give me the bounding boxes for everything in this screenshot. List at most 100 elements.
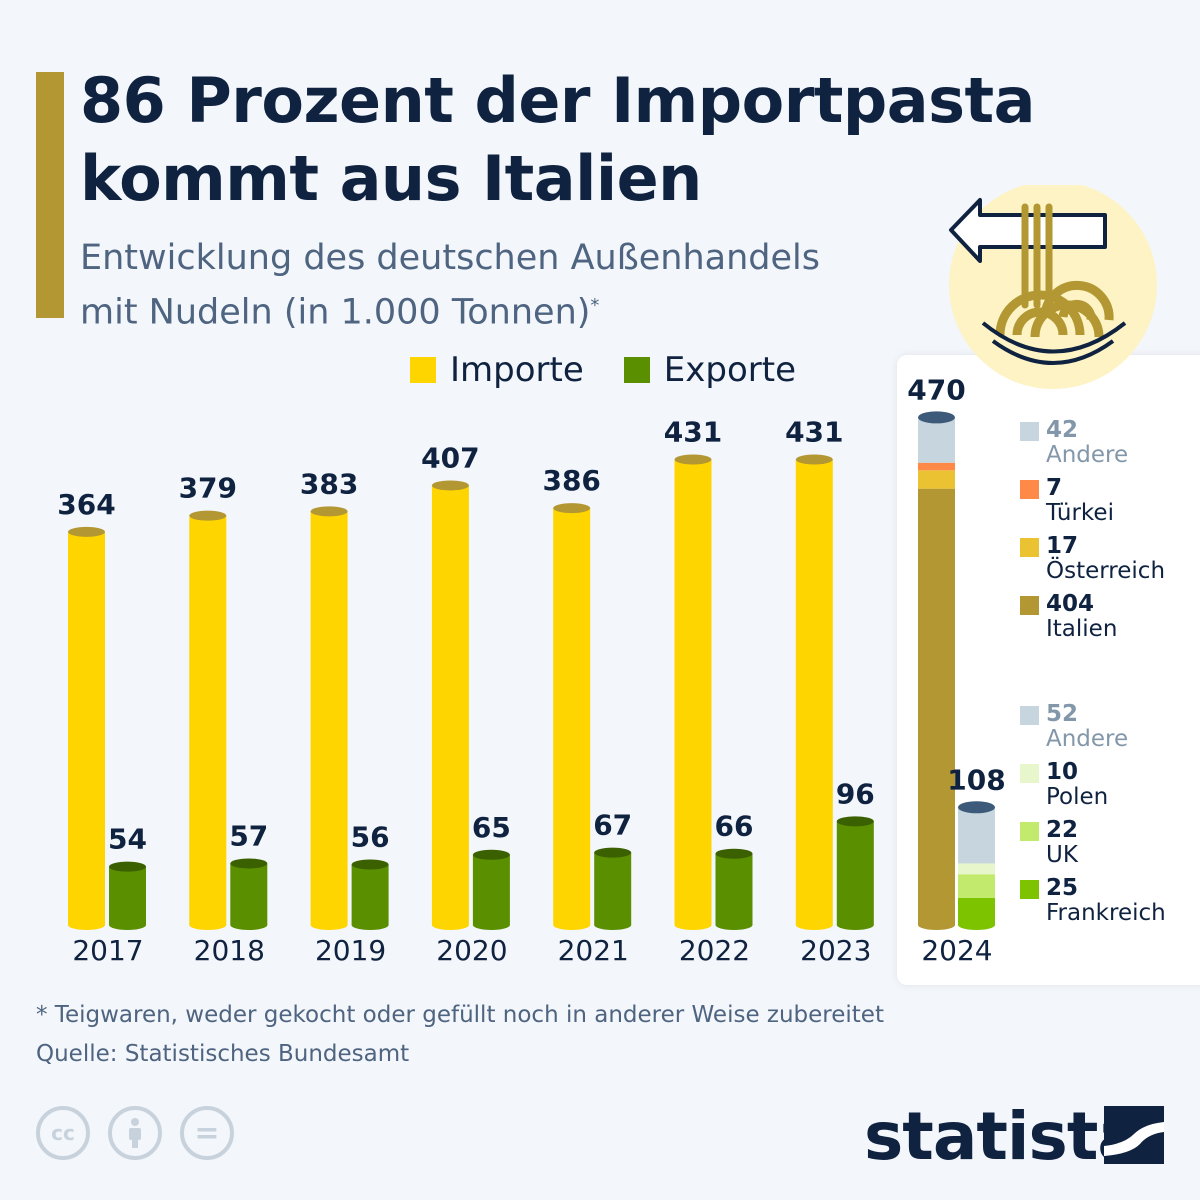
import-stack-2024-segment-italien (918, 488, 955, 925)
attribution-icon[interactable] (108, 1106, 162, 1160)
import-value-2018: 379 (179, 472, 237, 505)
statista-logo-mark (1104, 1106, 1164, 1164)
export-bar-2023-cap (836, 816, 874, 827)
export-value-2019: 56 (351, 821, 390, 854)
value: 404 (1046, 591, 1095, 617)
import-value-2019: 383 (300, 467, 358, 500)
export-stack-2024-total: 108 (947, 763, 1005, 796)
import-value-2023: 431 (785, 416, 843, 449)
export-stack-2024-segment-andere (958, 807, 995, 864)
export-bar-2019-base (351, 920, 389, 930)
import-bar-2018-base (189, 920, 227, 930)
export-value-2017: 54 (108, 823, 147, 856)
swatch (1020, 422, 1039, 441)
import-bar-2020 (431, 485, 469, 925)
swatch (1020, 822, 1039, 841)
export-bar-2020-cap (472, 849, 510, 860)
swatch (1020, 596, 1039, 615)
export-bar-2017-cap (109, 861, 146, 872)
exports-swatch (623, 357, 650, 383)
label: Polen (1046, 784, 1109, 810)
export-bar-2020-base (472, 920, 510, 930)
value: 25 (1046, 875, 1079, 901)
export-bar-2020 (472, 854, 510, 925)
statista-logo[interactable]: statista (864, 1098, 1142, 1175)
import-stack-2024-segment-türkei (918, 462, 955, 471)
export-stack-2024-segment-frankreich (958, 898, 995, 925)
cc-icon[interactable]: cc (36, 1106, 90, 1160)
export-bar-2021-cap (594, 847, 632, 858)
pasta-import-icon (949, 185, 1157, 389)
import-bar-2019-base (310, 920, 348, 930)
import-bar-2018 (189, 515, 227, 925)
export-stack-2024-segment-polen (958, 863, 995, 875)
import-bar-2022 (674, 459, 712, 925)
export-value-2023: 96 (836, 777, 875, 810)
footnote: * Teigwaren, weder gekocht oder gefüllt … (36, 1002, 884, 1028)
label: Andere (1046, 442, 1129, 468)
import-bar-2023 (795, 459, 833, 925)
value: 22 (1046, 817, 1079, 843)
import-value-2020: 407 (421, 441, 479, 474)
subtitle: Entwicklung des deutschen Außenhandels mi… (80, 238, 820, 333)
no-derivatives-icon[interactable]: = (180, 1106, 234, 1160)
import-bar-2017 (68, 531, 105, 925)
legend-imports-label: Importe (450, 350, 584, 390)
import-stack-2024-segment-andere (918, 417, 955, 463)
export-bar-2022-cap (715, 848, 753, 859)
export-bar-2018-cap (230, 858, 268, 869)
export-bar-2018 (230, 863, 268, 925)
year-label-2017: 2017 (72, 934, 143, 967)
export-bar-2017 (109, 866, 146, 925)
value: 7 (1046, 475, 1063, 501)
source: Quelle: Statistisches Bundesamt (36, 1041, 410, 1067)
value: 52 (1046, 701, 1079, 727)
export-value-2021: 67 (593, 809, 632, 842)
import-bar-2019 (310, 511, 348, 925)
accent-bar (36, 72, 64, 318)
export-bar-2023-base (836, 920, 874, 930)
year-label-2023: 2023 (800, 934, 871, 967)
swatch (1020, 538, 1039, 557)
year-label-2018: 2018 (194, 934, 265, 967)
import-bar-2017-base (68, 920, 105, 930)
year-label-2024: 2024 (921, 934, 992, 967)
export-value-2018: 57 (229, 819, 268, 852)
legend-exports: Exporte (623, 350, 796, 390)
import-bar-2018-cap (189, 510, 227, 521)
export-bar-2022-base (715, 920, 753, 930)
value: 17 (1046, 533, 1079, 559)
import-bar-2022-base (674, 920, 712, 930)
export-bar-2019 (351, 864, 389, 925)
import-stack-2024-total: 470 (907, 373, 965, 406)
year-label-2019: 2019 (315, 934, 386, 967)
export-value-2020: 65 (472, 811, 511, 844)
swatch (1020, 480, 1039, 499)
export-bar-2017-base (109, 920, 146, 930)
import-stack-2024-cap (918, 411, 955, 424)
label: Andere (1046, 726, 1129, 752)
import-bar-2022-cap (674, 454, 712, 465)
year-label-2020: 2020 (436, 934, 507, 967)
label: Frankreich (1046, 900, 1166, 926)
export-value-2022: 66 (715, 810, 754, 843)
value: 42 (1046, 417, 1079, 443)
export-bar-2023 (836, 821, 874, 925)
import-bar-2020-base (431, 920, 469, 930)
label: UK (1046, 842, 1078, 868)
import-bar-2023-base (795, 920, 833, 930)
export-bar-2022 (715, 853, 753, 925)
label: Türkei (1046, 500, 1114, 526)
export-bar-2018-base (230, 920, 268, 930)
label: Italien (1046, 616, 1118, 642)
import-bar-2021 (553, 508, 591, 925)
page-title: 86 Prozent der Importpasta kommt aus Ital… (80, 64, 1036, 215)
export-bar-2021-base (594, 920, 632, 930)
export-bar-2019-cap (351, 859, 389, 870)
year-label-2021: 2021 (558, 934, 629, 967)
import-bar-2017-cap (68, 526, 105, 537)
year-label-2022: 2022 (679, 934, 750, 967)
import-bar-2021-base (553, 920, 591, 930)
swatch (1020, 880, 1039, 899)
